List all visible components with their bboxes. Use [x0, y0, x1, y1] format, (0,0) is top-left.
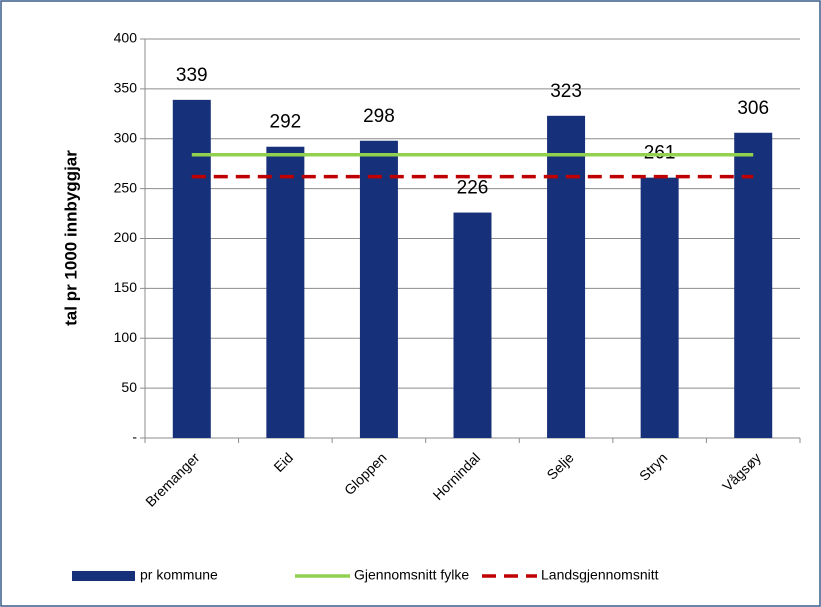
bar	[359, 140, 398, 438]
data-label: 226	[457, 178, 489, 199]
bar	[734, 132, 773, 438]
data-label: 323	[550, 81, 582, 102]
data-label: 306	[737, 98, 769, 119]
y-tick-label: 300	[114, 129, 138, 145]
y-axis-label: tal pr 1000 innbyggjar	[61, 150, 80, 326]
legend-label: Landsgjennomsnitt	[541, 567, 659, 583]
y-tick-label: 50	[121, 379, 137, 395]
y-tick-label: 250	[114, 179, 138, 195]
y-tick-label: 150	[114, 279, 138, 295]
bar	[640, 177, 679, 438]
legend-swatch	[72, 571, 135, 581]
data-label: 292	[270, 112, 302, 133]
y-tick-label: 200	[114, 229, 138, 245]
bar	[547, 115, 586, 439]
y-tick-label: 350	[114, 80, 138, 96]
bar	[266, 146, 305, 439]
y-tick-label: 400	[114, 30, 138, 46]
legend-label: Gjennomsnitt fylke	[354, 567, 469, 583]
bar	[172, 99, 211, 438]
data-label: 339	[176, 65, 208, 86]
legend-label: pr kommune	[140, 567, 218, 583]
y-tick-label: 100	[114, 329, 138, 345]
bar	[453, 212, 492, 438]
y-tick-label: -	[132, 429, 137, 445]
data-label: 298	[363, 106, 395, 127]
